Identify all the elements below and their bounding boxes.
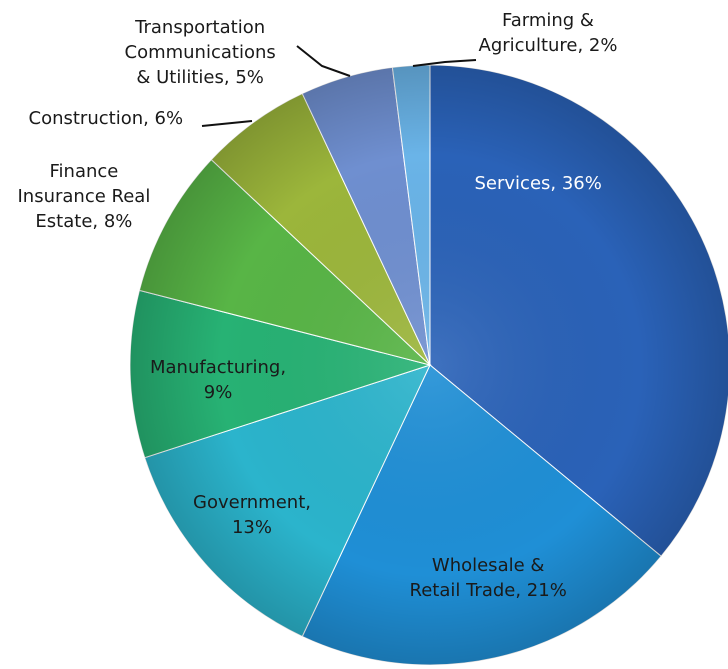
leader-line-farming-and-agriculture [412, 59, 477, 67]
slice-label-finance-insurance-real-estate: Finance Insurance Real Estate, 8% [18, 159, 151, 234]
slice-label-farming-and-agriculture: Farming & Agriculture, 2% [479, 8, 618, 58]
slice-label-services: Services, 36% [475, 171, 602, 196]
slice-label-line: & Utilities, 5% [136, 66, 264, 88]
slice-label-manufacturing: Manufacturing, 9% [150, 355, 286, 405]
slice-label-line: Insurance Real [17, 185, 151, 207]
slice-label-wholesale-and-retail-trade: Wholesale & Retail Trade, 21% [410, 553, 567, 603]
leader-line-construction [201, 120, 253, 127]
slice-label-line: Agriculture, 2% [478, 35, 618, 56]
slice-label-line: Communications [124, 41, 276, 63]
slice-label-line: Construction, 6% [28, 107, 184, 129]
slice-label-transportation-communications-and-utilities: Transportation Communications & Utilities,… [125, 15, 276, 90]
slice-label-line: 13% [231, 517, 272, 538]
slice-label-line: Services, 36% [474, 172, 602, 194]
slice-label-line: Finance [49, 160, 119, 182]
slice-label-construction: Construction, 6% [29, 106, 184, 131]
slice-label-line: Transportation [135, 16, 266, 38]
slice-label-line: Government, [193, 492, 311, 513]
leader-line-transportation-communications-and-utilities [296, 45, 351, 77]
slice-label-line: Farming & [502, 10, 594, 31]
slice-label-line: Estate, 8% [35, 210, 133, 232]
slice-label-line: Manufacturing, [150, 357, 287, 378]
slice-label-government: Government, 13% [193, 490, 311, 540]
slice-label-line: Wholesale & [431, 555, 545, 576]
slice-label-line: Retail Trade, 21% [409, 580, 567, 601]
slice-label-line: 9% [203, 382, 233, 403]
